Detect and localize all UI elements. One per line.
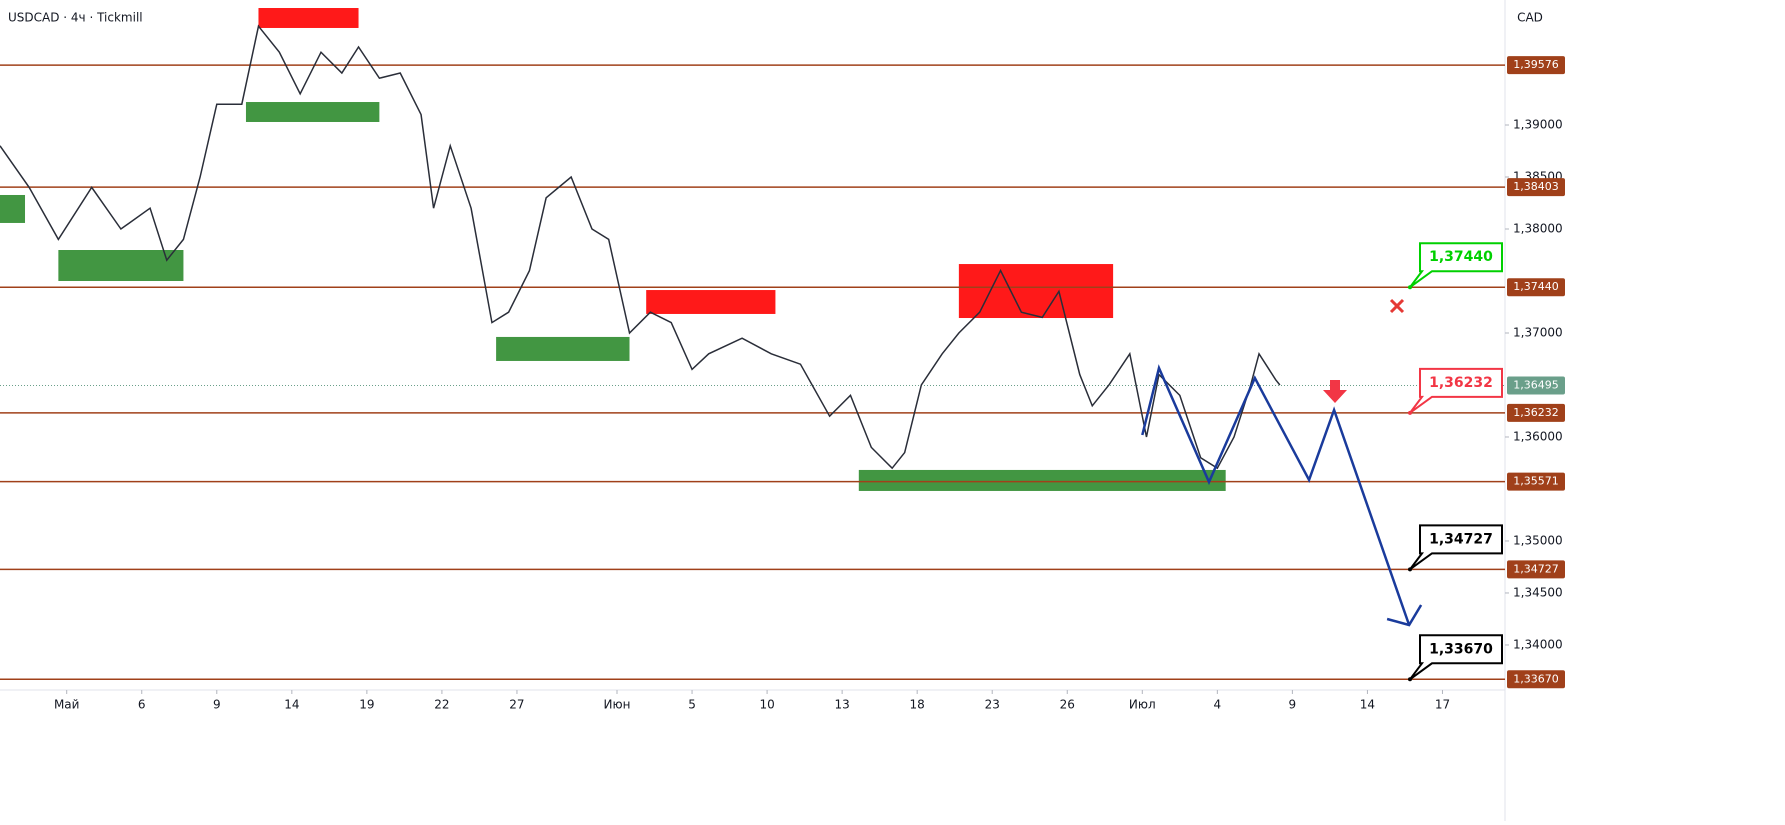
callout-label: 1,34727 [1429, 531, 1493, 547]
x-tick-label: 23 [985, 698, 1000, 712]
x-tick-label: 18 [910, 698, 925, 712]
level-label-bg [1507, 178, 1565, 197]
level-label: 1,33670 [1513, 672, 1559, 685]
level-label-bg [1507, 56, 1565, 75]
x-tick-label: 10 [759, 698, 774, 712]
zone [58, 250, 184, 281]
callout-box [1409, 367, 1503, 414]
y-tick-label: 1,37000 [1513, 325, 1563, 339]
x-tick-label: 27 [509, 698, 524, 712]
zone [858, 469, 1226, 491]
marks [0, 24, 1423, 627]
callout-anchor [1408, 677, 1412, 682]
callout-label: 1,36232 [1429, 375, 1493, 391]
callout-label: 1,33670 [1429, 641, 1493, 657]
level-label-bg [1507, 560, 1565, 579]
cross-marker [1389, 298, 1405, 314]
x-tick-label: 5 [688, 698, 696, 712]
price-line [0, 24, 1281, 470]
level-label-bg [1507, 670, 1565, 689]
x-tick-label: 14 [284, 698, 299, 712]
x-tick-label: 19 [359, 698, 374, 712]
labels: 1,390001,385001,380001,370001,360001,350… [54, 56, 1565, 712]
callout-box [1409, 634, 1503, 681]
x-tick-label: 14 [1360, 698, 1375, 712]
current-price-bg [1507, 376, 1565, 395]
zone [245, 102, 380, 122]
y-tick-label: 1,39000 [1513, 118, 1563, 132]
x-tick-label: Июл [1129, 698, 1156, 712]
y-tick-label: 1,34000 [1513, 637, 1563, 651]
projection-arrowhead [1386, 604, 1423, 627]
callout-label: 1,37440 [1429, 249, 1493, 265]
chart-title: USDCAD · 4ч · Tickmill [8, 11, 143, 25]
x-tick-label: 6 [138, 698, 146, 712]
x-tick-label: 13 [834, 698, 849, 712]
x-tick-label: 9 [1289, 698, 1297, 712]
y-tick-label: 1,35000 [1513, 533, 1563, 547]
callout-anchor [1408, 410, 1412, 415]
currency-label: CAD [1517, 11, 1543, 25]
x-tick-label: 4 [1214, 698, 1222, 712]
level-label: 1,34727 [1513, 562, 1559, 575]
level-label: 1,36232 [1513, 406, 1559, 419]
zones [0, 8, 1226, 491]
x-tick-label: 17 [1435, 698, 1450, 712]
zone [646, 290, 776, 314]
x-tick-label: 22 [434, 698, 449, 712]
zone [0, 194, 26, 223]
level-label: 1,38403 [1513, 180, 1559, 193]
zone [958, 264, 1114, 319]
level-label-bg [1507, 472, 1565, 491]
price-line [1141, 364, 1411, 626]
callout-box [1409, 242, 1503, 289]
level-label-bg [1507, 403, 1565, 422]
level-label: 1,39576 [1513, 58, 1559, 71]
x-tick-label: Июн [604, 698, 631, 712]
callout-anchor [1408, 567, 1412, 572]
down-arrow-marker [1323, 380, 1347, 403]
level-label: 1,37440 [1513, 280, 1559, 293]
callout-box [1409, 524, 1503, 571]
x-tick-label: 26 [1060, 698, 1075, 712]
level-label: 1,35571 [1513, 475, 1559, 488]
level-label-bg [1507, 278, 1565, 297]
zone [258, 8, 359, 28]
grid [0, 64, 1509, 694]
current-price-label: 1,36495 [1513, 379, 1559, 392]
y-tick-label: 1,36000 [1513, 429, 1563, 443]
x-tick-label: 9 [213, 698, 221, 712]
zone [496, 336, 630, 361]
x-tick-label: Май [54, 698, 80, 712]
y-tick-label: 1,38000 [1513, 221, 1563, 235]
y-tick-label: 1,34500 [1513, 585, 1563, 599]
callout-anchor [1408, 285, 1412, 290]
